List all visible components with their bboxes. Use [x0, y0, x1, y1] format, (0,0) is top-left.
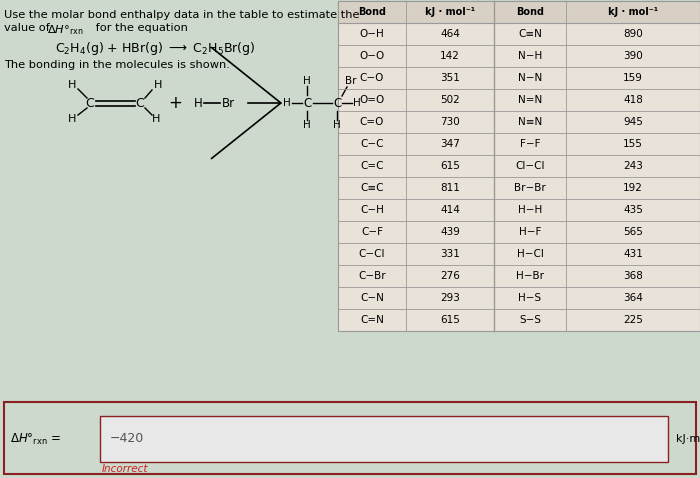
Bar [4, 402, 696, 474]
Text: H: H [333, 120, 341, 130]
Text: 368: 368 [623, 271, 643, 281]
Text: 142: 142 [440, 51, 460, 61]
Text: H: H [353, 98, 361, 108]
Text: 364: 364 [623, 293, 643, 303]
Text: 331: 331 [440, 249, 460, 259]
Text: H: H [152, 114, 160, 124]
Text: H: H [283, 98, 291, 108]
Text: 811: 811 [440, 183, 460, 193]
Text: H: H [154, 80, 162, 90]
Text: C−O: C−O [360, 73, 384, 83]
Text: 293: 293 [440, 293, 460, 303]
Text: Bond: Bond [358, 7, 386, 17]
Text: Bond: Bond [516, 7, 544, 17]
Text: value of: value of [4, 23, 53, 33]
Text: N−H: N−H [518, 51, 542, 61]
Text: 418: 418 [623, 95, 643, 105]
Text: O−H: O−H [360, 29, 384, 39]
Text: H: H [303, 76, 311, 86]
Text: 414: 414 [440, 205, 460, 215]
Text: H−H: H−H [518, 205, 542, 215]
Text: 431: 431 [623, 249, 643, 259]
Text: C−Br: C−Br [358, 271, 386, 281]
Text: C=O: C=O [360, 117, 384, 127]
Text: C: C [303, 97, 311, 109]
Bar [338, 1, 700, 331]
Text: H: H [68, 80, 76, 90]
Text: 439: 439 [440, 227, 460, 237]
Text: 435: 435 [623, 205, 643, 215]
Text: 730: 730 [440, 117, 460, 127]
Text: C: C [85, 97, 94, 109]
Text: H−Cl: H−Cl [517, 249, 543, 259]
Text: 243: 243 [623, 161, 643, 171]
Text: F−F: F−F [519, 139, 540, 149]
Text: H−Br: H−Br [516, 271, 544, 281]
Text: +: + [168, 94, 182, 112]
Text: H−S: H−S [519, 293, 542, 303]
Text: Incorrect: Incorrect [102, 464, 148, 474]
Text: $\Delta H°_{\rm rxn}$ =: $\Delta H°_{\rm rxn}$ = [10, 432, 61, 446]
Text: Br: Br [345, 76, 357, 86]
Text: 390: 390 [623, 51, 643, 61]
Text: 159: 159 [623, 73, 643, 83]
Text: H: H [194, 97, 202, 109]
Text: Br−Br: Br−Br [514, 183, 546, 193]
Text: N≡N: N≡N [518, 117, 542, 127]
Text: 615: 615 [440, 315, 460, 325]
Text: for the equation: for the equation [92, 23, 188, 33]
Text: C≡N: C≡N [518, 29, 542, 39]
Text: H: H [68, 114, 76, 124]
Text: H: H [303, 120, 311, 130]
Text: C≡C: C≡C [360, 183, 384, 193]
Text: −420: −420 [110, 433, 144, 445]
Text: N−N: N−N [518, 73, 542, 83]
Text: 890: 890 [623, 29, 643, 39]
Text: Use the molar bond enthalpy data in the table to estimate the: Use the molar bond enthalpy data in the … [4, 10, 360, 20]
Text: H−F: H−F [519, 227, 541, 237]
Bar [338, 1, 700, 23]
Text: 276: 276 [440, 271, 460, 281]
Text: C=N: C=N [360, 315, 384, 325]
Text: C: C [136, 97, 144, 109]
Text: kJ·mol⁻¹: kJ·mol⁻¹ [676, 434, 700, 444]
Text: 565: 565 [623, 227, 643, 237]
Text: kJ · mol⁻¹: kJ · mol⁻¹ [425, 7, 475, 17]
Text: 945: 945 [623, 117, 643, 127]
Text: C−F: C−F [361, 227, 383, 237]
Text: 225: 225 [623, 315, 643, 325]
Text: Br: Br [221, 97, 234, 109]
Text: 192: 192 [623, 183, 643, 193]
Text: 351: 351 [440, 73, 460, 83]
Text: C−Cl: C−Cl [358, 249, 385, 259]
Text: C: C [333, 97, 341, 109]
Text: Cl−Cl: Cl−Cl [515, 161, 545, 171]
Text: 155: 155 [623, 139, 643, 149]
Bar [100, 416, 668, 462]
Text: O−O: O−O [359, 51, 384, 61]
Text: N=N: N=N [518, 95, 542, 105]
Text: The bonding in the molecules is shown.: The bonding in the molecules is shown. [4, 60, 230, 70]
Text: 615: 615 [440, 161, 460, 171]
Text: O=O: O=O [359, 95, 384, 105]
Text: 347: 347 [440, 139, 460, 149]
Text: C−H: C−H [360, 205, 384, 215]
Text: 464: 464 [440, 29, 460, 39]
Text: C−C: C−C [360, 139, 384, 149]
Text: S−S: S−S [519, 315, 541, 325]
Text: $\Delta H°_{\rm rxn}$: $\Delta H°_{\rm rxn}$ [47, 23, 83, 37]
Text: 502: 502 [440, 95, 460, 105]
Text: kJ · mol⁻¹: kJ · mol⁻¹ [608, 7, 658, 17]
Text: $\rm C_2H_4(g)$ + HBr(g) $\longrightarrow$ $\rm C_2H_5Br(g)$: $\rm C_2H_4(g)$ + HBr(g) $\longrightarro… [55, 40, 256, 57]
Text: C=C: C=C [360, 161, 384, 171]
Text: C−N: C−N [360, 293, 384, 303]
